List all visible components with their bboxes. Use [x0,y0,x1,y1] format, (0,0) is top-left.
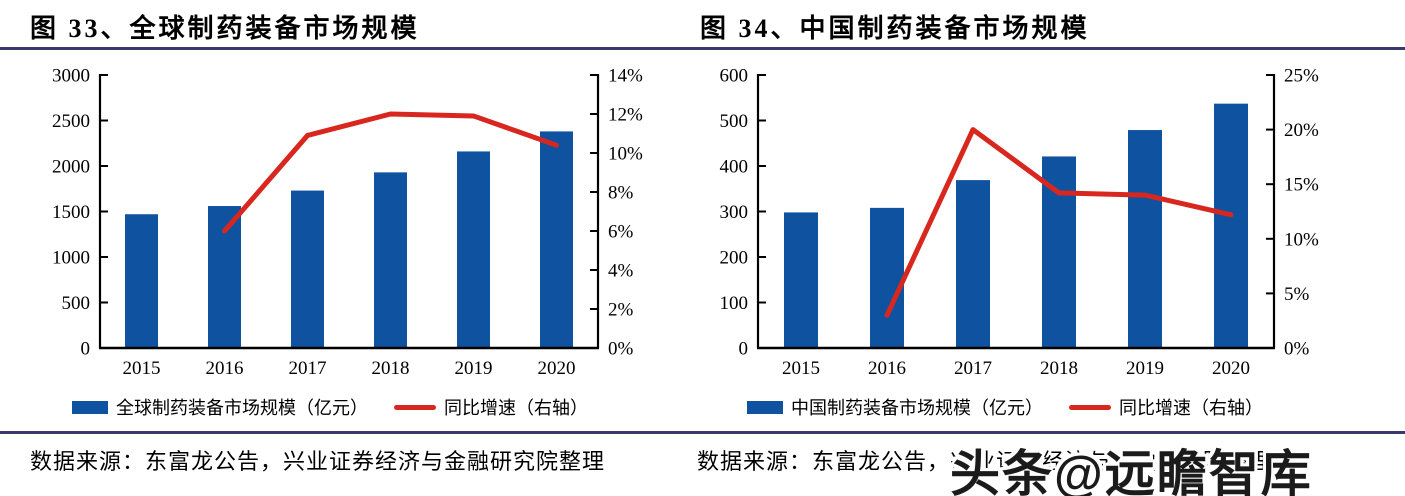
right-tick-label: 0% [608,339,634,360]
x-tick-label: 2017 [954,358,992,379]
legend-china: 中国制药装备市场规模（亿元） 同比增速（右轴） [715,393,1295,421]
x-tick-label: 2015 [782,358,820,379]
left-tick-label: 0 [739,339,749,360]
line-swatch-icon [394,404,436,410]
left-tick-label: 2000 [52,157,90,178]
legend-label-line: 同比增速（右轴） [444,398,588,418]
left-tick-label: 300 [720,202,749,223]
right-tick-label: 4% [608,261,634,282]
bar-2017 [956,180,990,348]
right-tick-label: 12% [608,105,643,126]
right-tick-label: 6% [608,222,634,243]
x-tick-label: 2019 [455,358,493,379]
right-tick-label: 14% [608,66,643,87]
right-tick-label: 10% [608,144,643,165]
legend-label-line: 同比增速（右轴） [1119,398,1263,418]
right-tick-label: 5% [1284,284,1310,305]
x-tick-label: 2016 [868,358,906,379]
bar-2015 [125,214,158,348]
left-tick-label: 400 [720,157,749,178]
left-tick-label: 1500 [52,202,90,223]
left-tick-label: 200 [720,248,749,269]
watermark: 头条@远瞻智库 [950,446,1313,496]
bar-swatch-icon [72,400,108,414]
legend-item-line: 同比增速（右轴） [1069,394,1263,420]
left-tick-label: 600 [720,66,749,87]
chart-title-global: 图 33、全球制药装备市场规模 [30,14,420,43]
right-tick-label: 15% [1284,175,1319,196]
legend-item-bar: 中国制药装备市场规模（亿元） [747,394,1043,420]
x-tick-label: 2019 [1126,358,1164,379]
x-tick-label: 2015 [123,358,161,379]
legend-item-line: 同比增速（右轴） [394,394,588,420]
bar-2015 [784,212,818,348]
bar-2017 [291,190,324,348]
left-tick-label: 3000 [52,66,90,87]
left-tick-label: 1000 [52,248,90,269]
chart-title-china: 图 34、中国制药装备市场规模 [700,14,1090,43]
bar-2019 [1128,130,1162,348]
left-tick-label: 0 [81,339,91,360]
growth-line [884,127,1234,318]
right-tick-label: 20% [1284,120,1319,141]
bar-2018 [1042,156,1076,348]
x-tick-label: 2018 [1040,358,1078,379]
bar-2020 [1214,103,1248,348]
right-tick-label: 25% [1284,66,1319,87]
line-swatch-icon [1069,404,1111,410]
x-tick-label: 2020 [1212,358,1250,379]
data-source-global: 数据来源：东富龙公告，兴业证券经济与金融研究院整理 [30,449,606,474]
left-tick-label: 2500 [52,111,90,132]
x-tick-label: 2017 [289,358,327,379]
x-tick-label: 2020 [538,358,576,379]
bar-2016 [870,207,904,348]
x-tick-label: 2018 [372,358,410,379]
bar-2020 [540,131,573,348]
left-tick-label: 100 [720,293,749,314]
x-tick-label: 2016 [206,358,244,379]
legend-label-bar: 中国制药装备市场规模（亿元） [791,398,1043,418]
title-underline-rule [0,47,1405,50]
legend-global: 全球制药装备市场规模（亿元） 同比增速（右轴） [30,393,630,421]
growth-line [222,111,559,234]
right-tick-label: 0% [1284,339,1310,360]
bar-swatch-icon [747,400,783,414]
right-tick-label: 2% [608,300,634,321]
left-tick-label: 500 [720,111,749,132]
data-source-china: 数据来源：东富龙公告，兴业证券经济与金融研究院整理 [697,449,1273,474]
bar-2018 [374,172,407,348]
right-tick-label: 10% [1284,229,1319,250]
bar-2019 [457,151,490,348]
legend-label-bar: 全球制药装备市场规模（亿元） [116,398,368,418]
global-market-chart: 0 500 1000 1500 2000 2500 3000 0% 2% 4% 6% 8% 10% 12%… [52,66,643,380]
china-market-chart: 0 100 200 300 400 500 600 0% 5% 10% 15% 20% 25% 2015 2… [720,66,1320,380]
left-tick-label: 500 [62,293,91,314]
right-tick-label: 8% [608,183,634,204]
legend-item-bar: 全球制药装备市场规模（亿元） [72,394,368,420]
footer-rule [0,431,1405,434]
